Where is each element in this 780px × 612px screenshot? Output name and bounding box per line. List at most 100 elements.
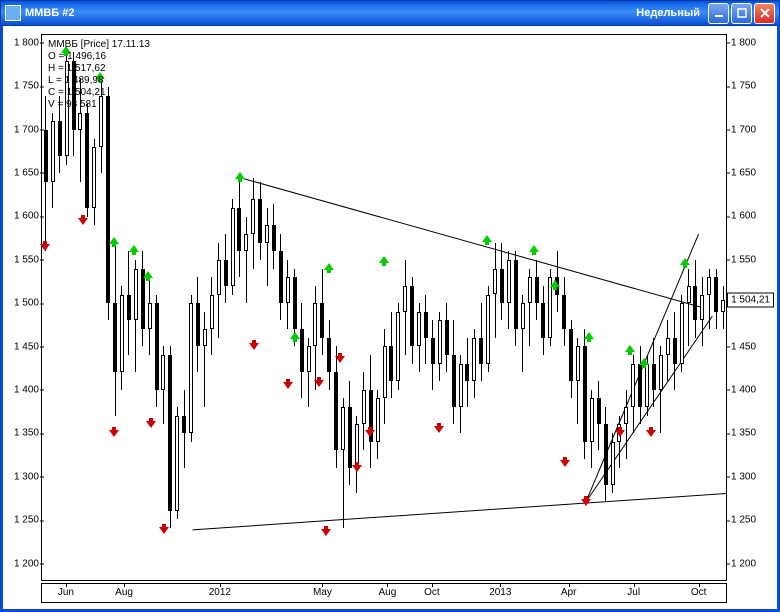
candle [177,407,178,519]
marker-up-icon [379,253,389,271]
y-tick-right: 1 200 [731,558,756,569]
marker-up-icon [129,242,139,260]
marker-up-icon [584,329,594,347]
minimize-button[interactable] [708,3,729,24]
y-tick-right: 1 250 [731,515,756,526]
marker-up-icon [143,268,153,286]
x-tick: Jul [627,587,640,598]
candle [432,320,433,389]
candle [564,277,565,346]
candle [225,234,226,303]
y-tick-left: 1 600 [14,211,39,222]
candle [633,355,634,433]
marker-down-icon [560,454,570,472]
candle [425,295,426,364]
y-tick-right: 1 300 [731,471,756,482]
info-close: C = 1 504,21 [48,87,150,99]
marker-down-icon [159,521,169,539]
candle [301,303,302,398]
candle [363,372,364,450]
chart-area[interactable]: ММВБ [Price] 17.11.13 O = 1 496,16 H = 1… [41,34,727,581]
candle [626,390,627,459]
candle [405,260,406,355]
marker-up-icon [235,169,245,187]
candle [52,113,53,208]
candle [612,433,613,494]
maximize-button[interactable] [731,3,752,24]
info-high: H = 1 517,62 [48,63,150,75]
candle [253,178,254,269]
x-tick: May [313,587,332,598]
candle [653,338,654,407]
candle [723,286,724,329]
y-tick-left: 1 500 [14,298,39,309]
candle [273,204,274,269]
candle [204,312,205,407]
candle [308,338,309,407]
x-axis: JunAug2012MayAugOct2013AprJulOct [41,583,727,603]
info-open: O = 1 496,16 [48,51,150,63]
marker-down-icon [40,238,50,256]
candle [142,251,143,346]
y-tick-left: 1 800 [14,37,39,48]
candle [439,312,440,381]
y-axis-left: 1 2001 2501 3001 3501 4001 4501 5001 550… [6,34,41,581]
marker-down-icon [314,374,324,392]
candle [115,243,116,416]
candle [377,390,378,459]
candle [149,277,150,355]
y-tick-left: 1 250 [14,515,39,526]
y-tick-left: 1 700 [14,124,39,135]
marker-down-icon [78,212,88,230]
candle [688,269,689,347]
candle [605,407,606,502]
candle [446,303,447,372]
marker-down-icon [146,415,156,433]
window-icon [5,5,21,21]
candle [529,269,530,347]
window-title: ММВБ #2 [25,7,636,19]
x-tick: 2012 [209,587,231,598]
y-tick-right: 1 600 [731,211,756,222]
candle [591,390,592,468]
candle [135,260,136,372]
candle [460,355,461,433]
marker-down-icon [434,420,444,438]
candle [170,346,171,528]
candle [246,217,247,304]
candle [660,346,661,433]
marker-up-icon [625,342,635,360]
candle [681,295,682,373]
marker-down-icon [249,337,259,355]
candle [211,277,212,355]
y-tick-right: 1 400 [731,384,756,395]
info-vol: V = 98 581 [48,99,150,111]
x-tick: Apr [561,587,577,598]
y-tick-left: 1 550 [14,254,39,265]
marker-down-icon [615,424,625,442]
candle [515,251,516,346]
y-tick-right: 1 650 [731,167,756,178]
candle [391,312,392,399]
candle [488,286,489,373]
marker-down-icon [109,424,119,442]
current-price-label: 1 504,21 [727,292,774,307]
x-tick: Oct [424,587,440,598]
candle [197,277,198,372]
x-tick: 2013 [489,587,511,598]
candle [384,329,385,424]
candle [536,260,537,321]
candle [128,251,129,355]
x-tick: Jun [58,587,74,598]
close-button[interactable] [754,3,775,24]
marker-up-icon [290,329,300,347]
marker-down-icon [646,424,656,442]
candle [87,104,88,216]
x-tick: Oct [691,587,707,598]
candle [495,243,496,338]
candle [709,269,710,330]
candle [419,303,420,372]
candle [674,312,675,390]
y-axis-right: 1 2001 2501 3001 3501 4001 4501 5001 550… [729,34,774,581]
candle [121,286,122,390]
